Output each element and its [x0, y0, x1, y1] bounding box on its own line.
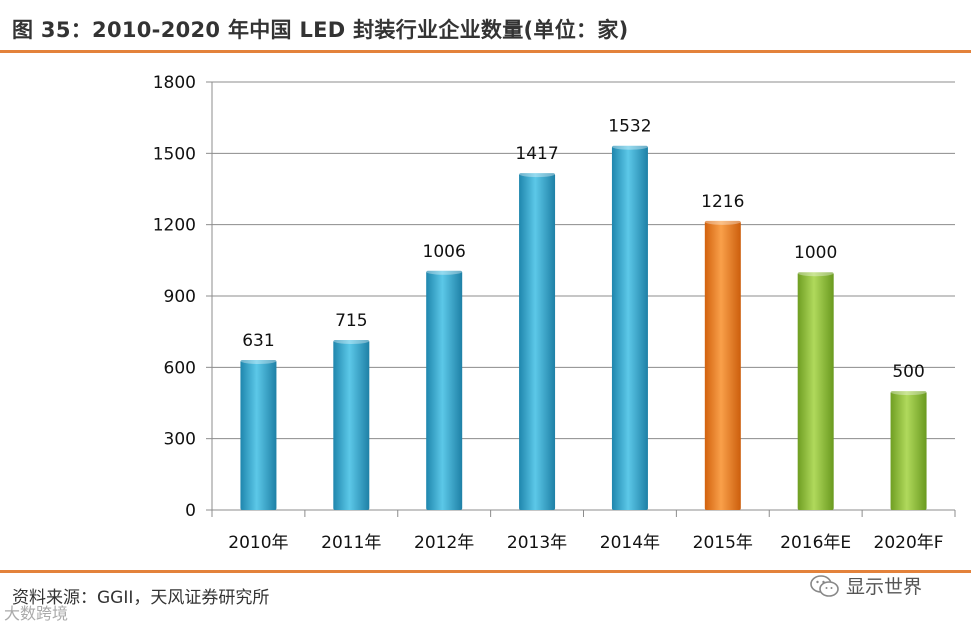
data-labels: 631 715 1006 1417 1532 1216 1000 500: [242, 117, 925, 382]
source-note: 资料来源：GGII，天风证券研究所: [12, 588, 270, 608]
bar-highlight: [333, 337, 370, 344]
bars: [240, 143, 927, 511]
bar-highlight: [890, 389, 927, 396]
bar-2014年: [611, 143, 648, 511]
watermark-text: 大数跨境: [4, 604, 69, 623]
y-tick-label: 300: [164, 430, 196, 450]
bar-highlight: [240, 357, 277, 364]
y-tick-label: 900: [164, 287, 196, 307]
y-tick-label: 600: [164, 358, 196, 378]
bar: [611, 145, 648, 511]
bar-2020年F: [890, 389, 927, 510]
data-label: 1000: [794, 243, 837, 263]
bar-2015年: [704, 218, 741, 510]
brand-mark: 显示世界: [810, 572, 922, 599]
data-label: 1006: [423, 242, 466, 262]
bar-highlight: [704, 218, 741, 225]
bar: [333, 339, 370, 510]
bottom-rule: [0, 570, 971, 573]
bar-2012年: [426, 268, 463, 510]
y-tick-label: 0: [185, 501, 196, 521]
figure-title: 图 35：2010-2020 年中国 LED 封装行业企业数量(单位：家): [12, 18, 629, 42]
x-tick-label: 2015年: [693, 533, 753, 553]
x-tick-label: 2013年: [507, 533, 567, 553]
bar-highlight: [797, 270, 834, 277]
bar-chart: 631 715 1006 1417 1532 1216 1000 500 0 300 600 900…: [153, 73, 956, 553]
x-tick-label: 2010年: [228, 533, 288, 553]
data-label: 1216: [701, 192, 744, 212]
bar: [426, 270, 463, 510]
data-label: 500: [892, 362, 924, 382]
x-tick-label: 2020年F: [874, 533, 944, 553]
data-label: 631: [242, 331, 274, 351]
axes: [206, 81, 956, 517]
bar: [890, 391, 927, 510]
bar-2010年: [240, 357, 277, 510]
bar: [797, 272, 834, 510]
bar-highlight: [519, 171, 556, 178]
bar: [704, 220, 741, 510]
data-label: 1532: [608, 117, 651, 137]
x-tick-label: 2012年: [414, 533, 474, 553]
y-tick-label: 1800: [153, 73, 196, 93]
wechat-icon: [810, 574, 839, 597]
x-tick-label: 2016年E: [780, 533, 851, 553]
bar-highlight: [611, 143, 648, 150]
bar: [240, 359, 277, 510]
x-tick-label: 2011年: [321, 533, 381, 553]
brand-name: 显示世界: [846, 576, 923, 598]
bar-2011年: [333, 337, 370, 510]
bar-2013年: [519, 171, 556, 510]
bar-2016年E: [797, 270, 834, 510]
data-label: 1417: [515, 144, 558, 164]
gridlines: [212, 81, 955, 440]
x-tick-label: 2014年: [600, 533, 660, 553]
bar: [519, 173, 556, 510]
data-label: 715: [335, 311, 367, 331]
bar-highlight: [426, 268, 463, 275]
tick-labels: 0 300 600 900 1200 1500 1800 2010年 2011年 2012年 201…: [153, 73, 944, 553]
top-rule: [0, 50, 971, 53]
y-tick-label: 1200: [153, 216, 196, 236]
y-tick-label: 1500: [153, 144, 196, 164]
